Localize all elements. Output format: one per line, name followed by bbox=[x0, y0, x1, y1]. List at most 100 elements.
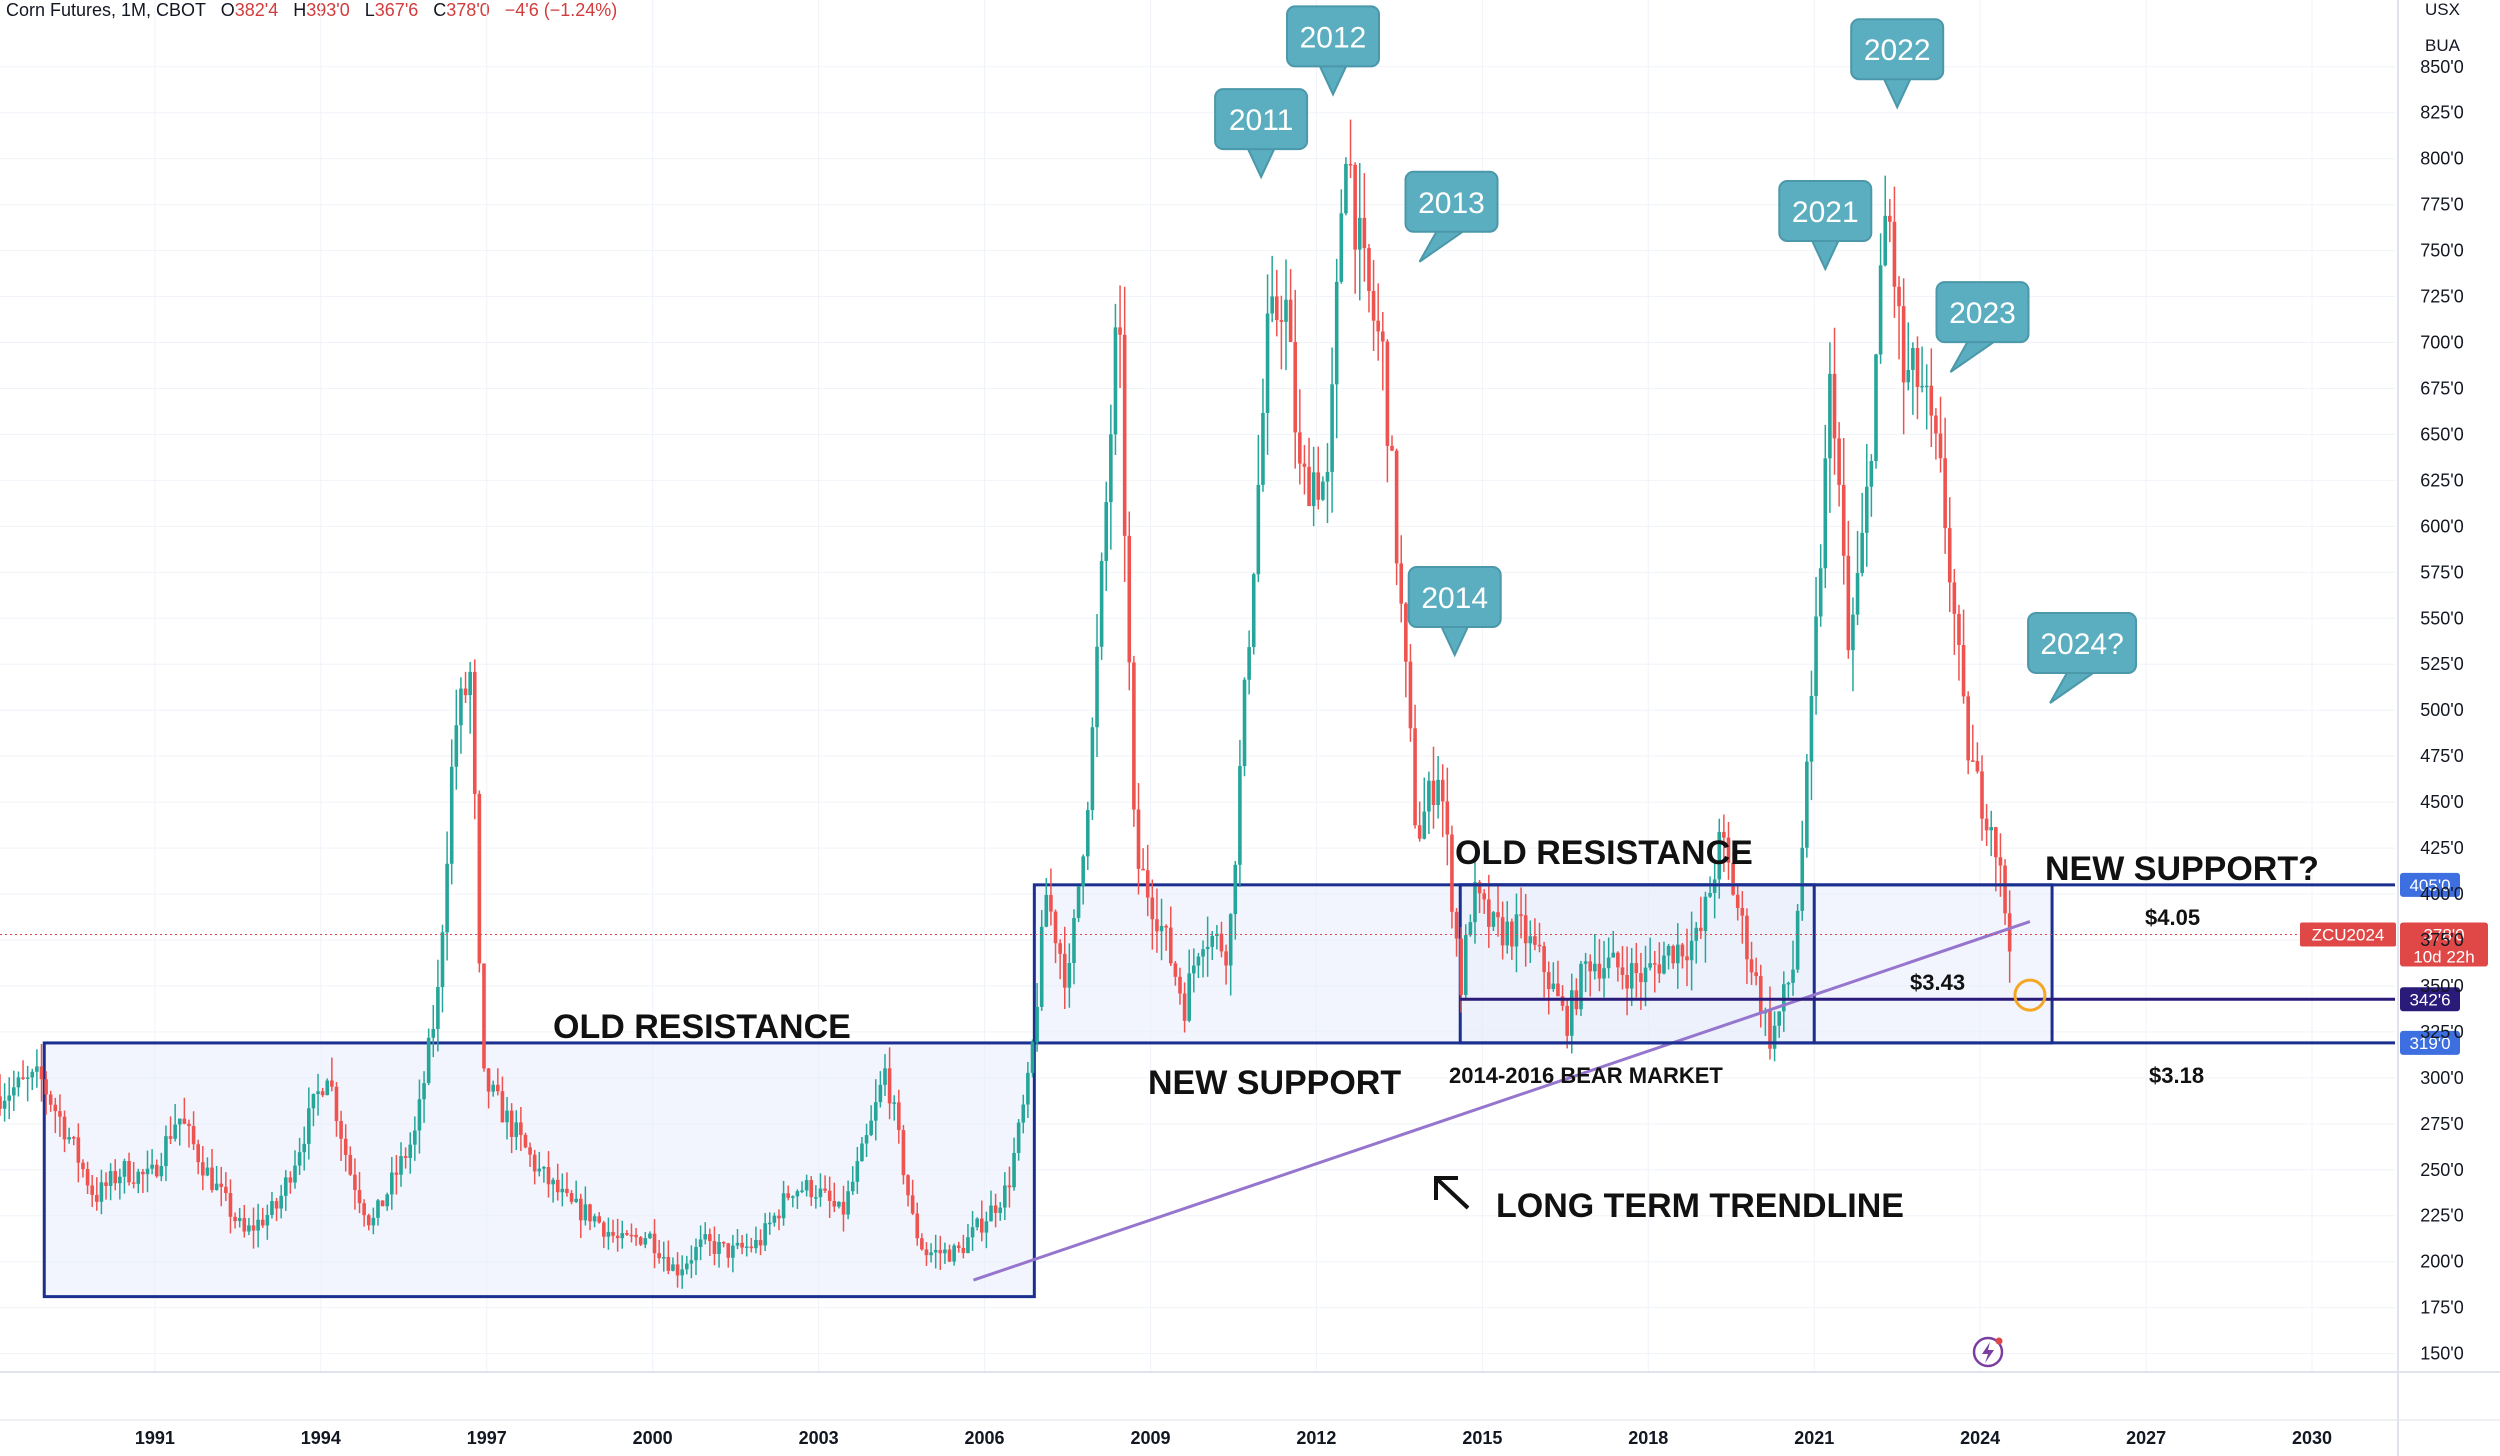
quantity-unit[interactable]: BUA bbox=[2425, 36, 2460, 55]
candle-body bbox=[1233, 864, 1238, 915]
candle-body bbox=[1809, 695, 1814, 762]
candle-body bbox=[1044, 894, 1049, 927]
candle-body bbox=[1901, 306, 1906, 383]
candle-body bbox=[2007, 913, 2012, 952]
y-tick-label: 775'0 bbox=[2420, 195, 2463, 215]
candle-body bbox=[795, 1191, 800, 1197]
candle-body bbox=[173, 1124, 177, 1139]
low-label: L bbox=[364, 0, 375, 20]
candle-body bbox=[76, 1137, 81, 1163]
candle-body bbox=[1731, 862, 1735, 895]
candle-body bbox=[1929, 385, 1934, 416]
y-tick-label: 375'0 bbox=[2420, 930, 2463, 950]
symbol-tag-label: ZCU2024 bbox=[2312, 925, 2385, 944]
candle-body bbox=[1551, 983, 1556, 989]
candle-body bbox=[1892, 221, 1897, 287]
candle-body bbox=[519, 1122, 523, 1135]
candle-body bbox=[763, 1223, 767, 1246]
candle-body bbox=[892, 1102, 897, 1104]
candle-body bbox=[1058, 943, 1062, 954]
price-tag-bg bbox=[2400, 1030, 2460, 1055]
currency-unit[interactable]: USX bbox=[2425, 0, 2460, 19]
candle-body bbox=[597, 1216, 602, 1223]
candle-body bbox=[1187, 973, 1192, 1021]
callout-tail bbox=[1809, 237, 1841, 272]
callout-label: 2024? bbox=[2040, 628, 2123, 661]
candle-body bbox=[1772, 1025, 1777, 1049]
candle-body bbox=[1012, 1152, 1016, 1188]
arrow-shaft bbox=[1434, 1176, 1470, 1210]
candle-body bbox=[1053, 911, 1058, 944]
candle-body bbox=[1016, 1122, 1021, 1153]
candle-body bbox=[643, 1238, 648, 1245]
candle-body bbox=[311, 1094, 316, 1109]
candle-body bbox=[99, 1182, 104, 1202]
candle-body bbox=[1127, 535, 1132, 663]
candle-body bbox=[1072, 917, 1076, 964]
candle-body bbox=[1496, 912, 1500, 918]
callout-tail bbox=[1439, 624, 1471, 658]
candle-body bbox=[436, 986, 440, 1030]
candle-body bbox=[878, 1084, 883, 1103]
candle-body bbox=[823, 1188, 827, 1191]
candle-body bbox=[1325, 471, 1330, 482]
lightning-icon-ring bbox=[1972, 1336, 2004, 1368]
current-price-tag: ZCU2024 378'0 10d 22h bbox=[2300, 922, 2488, 967]
candle-body bbox=[1132, 662, 1136, 810]
candle-body bbox=[1565, 1005, 1569, 1036]
candle-body bbox=[1680, 944, 1685, 957]
candle-body bbox=[1030, 1042, 1035, 1073]
candle-body bbox=[426, 1037, 431, 1084]
candle-body bbox=[122, 1161, 127, 1177]
candle-body bbox=[1832, 373, 1837, 439]
trendline-label: LONG TERM TRENDLINE bbox=[1496, 1187, 1904, 1225]
candle-body bbox=[1749, 959, 1754, 973]
year-callout: 2022 bbox=[1850, 18, 1945, 110]
candle-body bbox=[1192, 965, 1196, 974]
candle-body bbox=[1099, 560, 1104, 647]
candle-body bbox=[1468, 922, 1473, 936]
price-318-label: $3.18 bbox=[2149, 1063, 2204, 1088]
candle-body bbox=[993, 1205, 998, 1213]
candle-body bbox=[505, 1110, 509, 1123]
candle-body bbox=[1768, 1010, 1772, 1049]
candle-body bbox=[984, 1221, 989, 1233]
candle-body bbox=[274, 1201, 279, 1209]
candle-body bbox=[343, 1138, 348, 1155]
candle-body bbox=[781, 1193, 786, 1219]
candle-body bbox=[588, 1204, 592, 1222]
candle-body bbox=[1805, 761, 1809, 848]
year-callout: 2011 bbox=[1214, 88, 1309, 180]
chart-header: Corn Futures, 1M, CBOT O382'4 H393'0 L36… bbox=[6, 0, 617, 21]
candle-body bbox=[108, 1171, 113, 1186]
callout-label: 2012 bbox=[1300, 21, 1367, 54]
callout-bubble bbox=[1935, 281, 2030, 344]
candle-body bbox=[371, 1217, 376, 1226]
candle-body bbox=[1067, 963, 1072, 988]
candle-body bbox=[1394, 450, 1399, 564]
candle-body bbox=[1473, 882, 1477, 923]
candle-body bbox=[260, 1219, 265, 1226]
candle-body bbox=[943, 1249, 947, 1254]
candle-body bbox=[1934, 415, 1938, 434]
candle-body bbox=[118, 1176, 122, 1184]
candle-body bbox=[869, 1120, 873, 1136]
candle-body bbox=[334, 1086, 339, 1122]
y-tick-label: 175'0 bbox=[2420, 1298, 2463, 1318]
candle-body bbox=[1224, 951, 1228, 966]
candle-body bbox=[1597, 963, 1602, 979]
candle-body bbox=[196, 1144, 201, 1163]
candle-body bbox=[472, 671, 477, 794]
candle-body bbox=[924, 1249, 929, 1256]
candle-body bbox=[154, 1164, 159, 1177]
candle-body bbox=[164, 1136, 168, 1167]
candle-body bbox=[694, 1247, 698, 1261]
candle-body bbox=[1274, 296, 1279, 321]
candle-body bbox=[1947, 528, 1952, 583]
candle-body bbox=[1874, 354, 1878, 462]
candle-body bbox=[1943, 458, 1947, 529]
y-tick-label: 350'0 bbox=[2420, 976, 2463, 996]
candle-body bbox=[53, 1104, 58, 1112]
candle-body bbox=[1150, 897, 1155, 920]
